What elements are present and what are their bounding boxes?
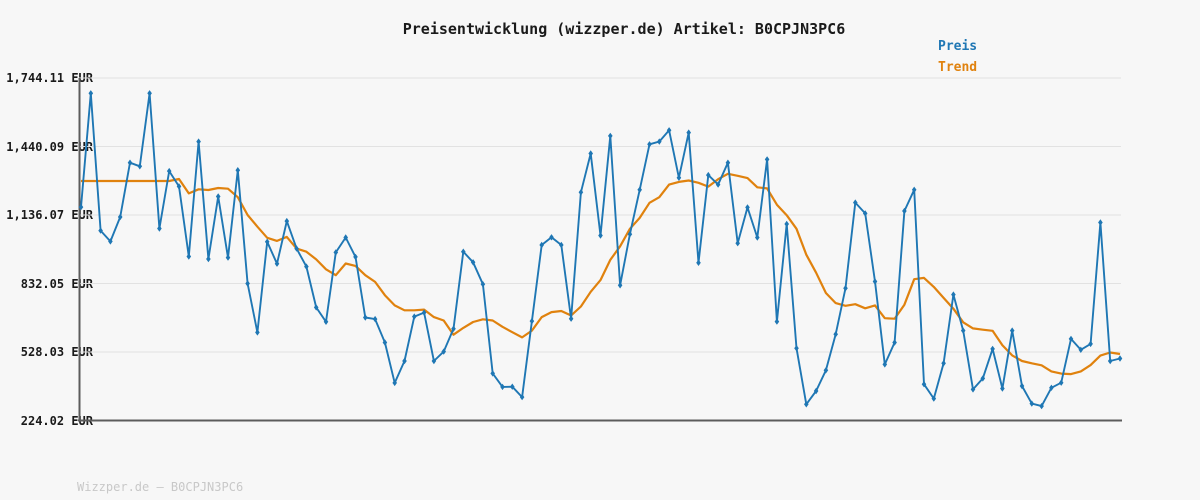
gridlines	[79, 77, 1121, 421]
price-line	[80, 92, 1121, 408]
legend-label-trend: Trend	[938, 60, 978, 75]
legend-label-preis: Preis	[938, 39, 978, 54]
chart-legend: Preis Trend	[938, 39, 977, 81]
y-axis-label: 1,136.07 EUR	[6, 208, 93, 222]
y-axis-label: 1,440.09 EUR	[6, 139, 93, 154]
chart-title: Preisentwicklung (wizzper.de) Artikel: B…	[402, 20, 846, 38]
watermark-text: Wizzper.de – B0CPJN3PC6	[77, 480, 244, 494]
y-axis-labels: 1,744.11 EUR 1,440.09 EUR 1,136.07 EUR 8…	[0, 0, 93, 500]
trend-line	[81, 172, 1121, 376]
price-point-markers	[78, 90, 1123, 410]
